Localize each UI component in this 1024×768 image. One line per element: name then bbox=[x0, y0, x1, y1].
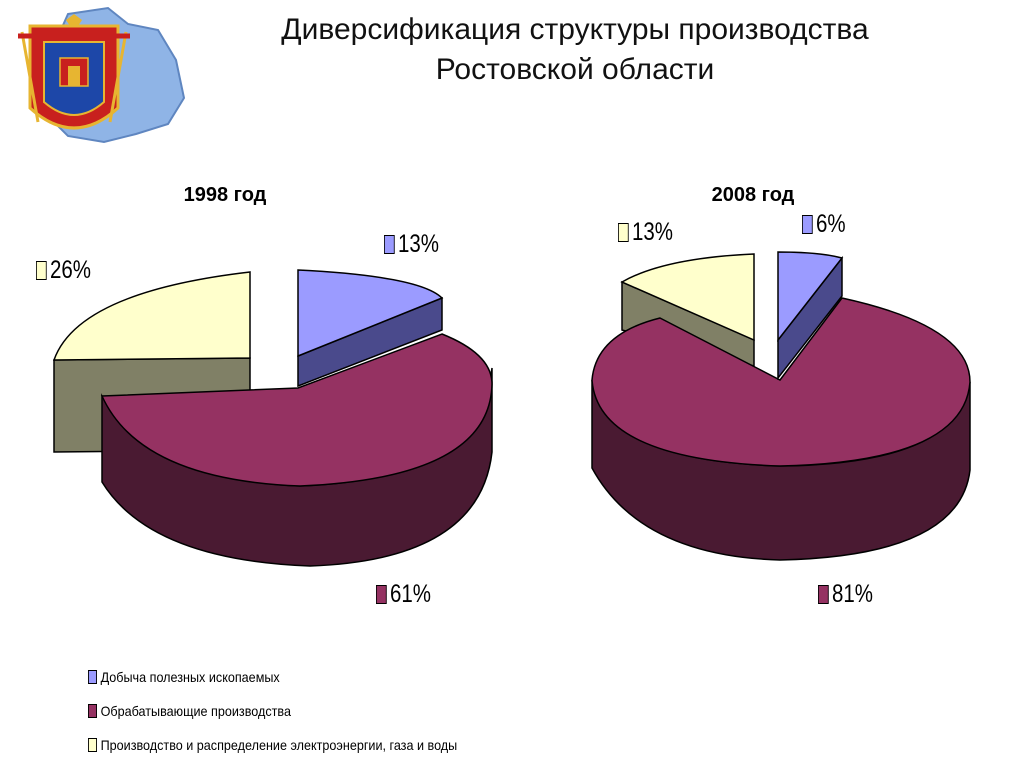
slice-energy-side-2008 bbox=[621, 280, 755, 367]
legend-swatch bbox=[88, 670, 97, 684]
label-energy-2008: 13% bbox=[618, 218, 673, 247]
legend-swatch bbox=[88, 704, 97, 718]
label-swatch bbox=[618, 223, 629, 242]
label-manufacturing-1998: 61% bbox=[376, 580, 431, 609]
slice-mining-side-1998 bbox=[297, 296, 443, 388]
legend-item-energy: Производство и распределение электроэнер… bbox=[88, 728, 457, 762]
legend-item-manufacturing: Обрабатывающие производства bbox=[88, 694, 457, 728]
legend-label: Добыча полезных ископаемых bbox=[100, 669, 280, 685]
label-energy-1998: 26% bbox=[36, 256, 91, 285]
label-manufacturing-2008: 81% bbox=[818, 580, 873, 609]
label-mining-2008: 6% bbox=[802, 210, 846, 239]
legend-label: Производство и распределение электроэнер… bbox=[100, 737, 458, 753]
slice-mining-side-2008 bbox=[777, 255, 843, 381]
title-line-2: Ростовской области bbox=[435, 53, 715, 86]
slice-manufacturing-top-1998 bbox=[100, 333, 493, 487]
label-value: 81% bbox=[831, 580, 873, 608]
label-swatch bbox=[36, 261, 47, 280]
label-mining-1998: 13% bbox=[384, 230, 439, 259]
slice-manufacturing-top-2008 bbox=[591, 297, 971, 467]
slice-manufacturing-side-1998 bbox=[101, 367, 493, 567]
slice-energy-top-2008 bbox=[620, 253, 755, 342]
label-swatch bbox=[818, 585, 829, 604]
label-value: 6% bbox=[815, 210, 846, 238]
coat-of-arms-emblem bbox=[18, 6, 186, 144]
label-swatch bbox=[376, 585, 387, 604]
legend-swatch bbox=[88, 738, 97, 752]
slide-title: Диверсификация структуры производства Ро… bbox=[200, 10, 950, 90]
slice-mining-top-2008 bbox=[777, 251, 844, 343]
legend-item-mining: Добыча полезных ископаемых bbox=[88, 660, 457, 694]
label-swatch bbox=[384, 235, 395, 254]
legend-label: Обрабатывающие производства bbox=[100, 703, 291, 719]
label-value: 13% bbox=[397, 230, 439, 258]
slice-manufacturing-side-2008 bbox=[591, 379, 971, 561]
slice-energy-top-1998 bbox=[52, 271, 251, 361]
label-value: 13% bbox=[631, 218, 673, 246]
pie-title-2008: 2008 год bbox=[711, 184, 795, 206]
chart-legend: Добыча полезных ископаемых Обрабатывающи… bbox=[88, 660, 498, 762]
slice-energy-side-1998 bbox=[53, 357, 251, 453]
slice-mining-top-1998 bbox=[297, 269, 444, 358]
label-swatch bbox=[802, 215, 813, 234]
pie-title-1998: 1998 год bbox=[183, 184, 267, 206]
label-value: 61% bbox=[389, 580, 431, 608]
label-value: 26% bbox=[49, 256, 91, 284]
title-line-1: Диверсификация структуры производства bbox=[281, 13, 869, 46]
